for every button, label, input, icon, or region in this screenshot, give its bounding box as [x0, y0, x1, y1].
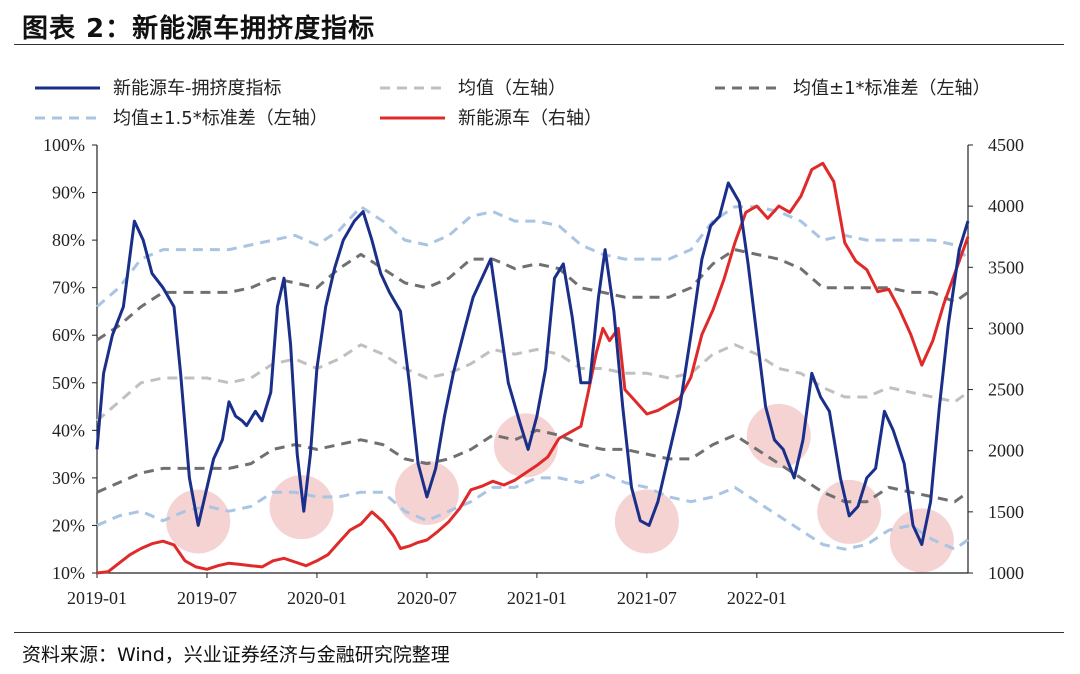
x-tick-label: 2022-01 [727, 588, 787, 608]
y-left-tick-label: 30% [52, 468, 85, 488]
y-left-tick-label: 10% [52, 563, 85, 583]
series-line-std1 [96, 248, 969, 342]
y-right-tick-label: 4500 [988, 135, 1024, 155]
highlight-circle [746, 403, 811, 468]
x-tick-label: 2021-01 [507, 588, 567, 608]
series-line-crowding [95, 181, 970, 546]
y-right-tick-label: 1000 [988, 563, 1024, 583]
y-right-tick-label: 2000 [988, 441, 1024, 461]
y-right-tick-label: 4000 [988, 196, 1024, 216]
source-note: 资料来源：Wind，兴业证券经济与金融研究院整理 [22, 644, 450, 666]
highlight-circle [269, 475, 334, 540]
y-left-tick-label: 20% [52, 515, 85, 535]
y-left-tick-label: 40% [52, 420, 85, 440]
x-tick-label: 2021-07 [617, 588, 677, 608]
y-right-tick-label: 3000 [988, 318, 1024, 338]
y-left-tick-label: 70% [52, 278, 85, 298]
y-left-tick-label: 80% [52, 230, 85, 250]
y-right-tick-label: 2500 [988, 380, 1024, 400]
top-rule [14, 44, 1064, 45]
x-tick-label: 2020-01 [287, 588, 347, 608]
x-tick-label: 2019-07 [177, 588, 237, 608]
legend-label-std1: 均值±1*标准差（左轴） [793, 78, 991, 99]
y-left-tick-label: 50% [52, 373, 85, 393]
x-tick-label: 2019-01 [67, 588, 127, 608]
y-right-tick-label: 1500 [988, 502, 1024, 522]
bottom-rule [14, 632, 1064, 633]
legend-label-mean: 均值（左轴） [458, 78, 566, 99]
x-tick-label: 2020-07 [397, 588, 457, 608]
series-line-std1 [96, 428, 969, 504]
legend-label-std15: 均值±1.5*标准差（左轴） [113, 108, 328, 129]
y-right-tick-label: 3500 [988, 257, 1024, 277]
legend-label-crowding: 新能源车-拥挤度指标 [113, 78, 282, 99]
figure-title: 图表 2：新能源车拥挤度指标 [22, 14, 376, 44]
y-left-tick-label: 90% [52, 183, 85, 203]
series-line-std15 [96, 471, 969, 551]
legend-label-nev: 新能源车（右轴） [458, 108, 602, 129]
y-left-tick-label: 100% [43, 135, 85, 155]
series-line-mean [96, 343, 969, 422]
y-left-tick-label: 60% [52, 325, 85, 345]
series-line-nev [96, 161, 970, 575]
series-line-std15 [96, 205, 970, 308]
highlight-circle [614, 489, 679, 554]
